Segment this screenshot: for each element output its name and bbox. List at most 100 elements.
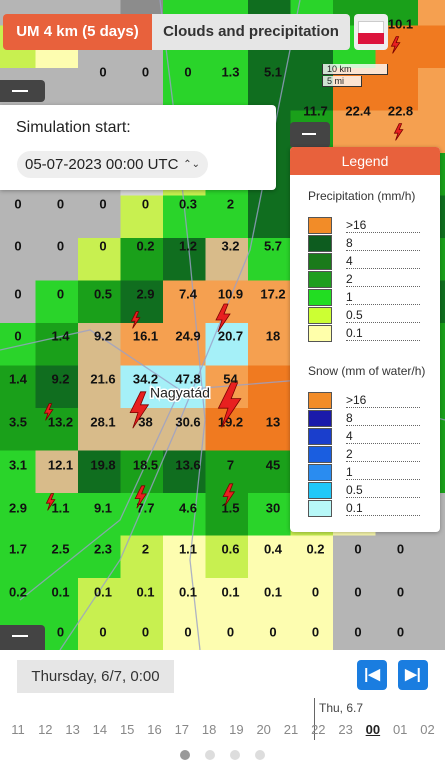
legend-item: 4 <box>308 253 422 270</box>
hour-label[interactable]: 17 <box>174 722 190 737</box>
map-cell <box>333 578 376 621</box>
map-cell <box>290 578 334 621</box>
legend-swatch <box>308 325 332 342</box>
scale-bar: 10 km 5 mi <box>322 64 425 90</box>
simulation-value: 05-07-2023 00:00 UTC <box>25 156 179 173</box>
hour-label[interactable]: 23 <box>338 722 353 737</box>
storm-icon <box>129 391 150 429</box>
map-cell <box>333 535 376 579</box>
map-cell <box>78 323 121 366</box>
hour-label[interactable]: 18 <box>201 722 217 737</box>
cell-value: 0 <box>312 624 319 639</box>
map-cell <box>163 578 206 621</box>
cell-value: 1.4 <box>9 371 28 386</box>
cell-value: 2.5 <box>51 541 69 556</box>
hour-label[interactable]: 00 <box>365 722 381 737</box>
map-cell <box>0 238 36 281</box>
hour-label[interactable]: 20 <box>256 722 271 737</box>
map-cell <box>375 578 419 621</box>
city-label: Nagyatád <box>150 385 210 401</box>
hour-label[interactable]: 21 <box>283 722 299 737</box>
map-cell <box>35 365 79 409</box>
page-dot[interactable] <box>180 750 190 760</box>
map-cell <box>248 535 291 579</box>
hour-label[interactable]: 16 <box>147 722 162 737</box>
cell-value: 17.2 <box>260 286 285 301</box>
cell-value: 13.6 <box>175 457 200 472</box>
cell-value: 9.1 <box>94 500 112 515</box>
map-cell <box>205 195 249 239</box>
cell-value: 0 <box>142 64 149 79</box>
legend-item: 0.1 <box>308 325 422 342</box>
hour-label[interactable]: 15 <box>119 722 135 737</box>
map-cell <box>205 323 249 366</box>
cell-value: 0.2 <box>136 238 154 253</box>
prev-button[interactable]: |◀ <box>357 660 387 690</box>
map-cell <box>248 195 291 239</box>
legend-item: 4 <box>308 428 422 445</box>
map-cell <box>375 535 419 579</box>
cell-value: 0.1 <box>94 584 112 599</box>
map-cell <box>418 620 445 650</box>
cell-value: 18 <box>266 328 280 343</box>
model-button[interactable]: UM 4 km (5 days) <box>3 14 152 50</box>
legend-swatch <box>308 289 332 306</box>
cell-value: 22.8 <box>388 103 413 118</box>
flag-button[interactable] <box>354 14 388 50</box>
map-cell <box>120 620 164 650</box>
map-cell <box>35 450 79 494</box>
cell-value: 0 <box>354 584 361 599</box>
map-cell <box>78 365 121 409</box>
cell-value: 0 <box>184 624 191 639</box>
legend-label: 4 <box>346 254 420 269</box>
map-cell <box>35 195 79 239</box>
cell-value: 0 <box>57 196 64 211</box>
legend-item: 2 <box>308 446 422 463</box>
cell-value: 5.1 <box>264 64 282 79</box>
map-cell <box>0 280 36 324</box>
map-cell <box>333 110 376 154</box>
map-cell <box>78 620 121 650</box>
storm-icon <box>43 403 54 421</box>
legend-item: 8 <box>308 410 422 427</box>
next-button[interactable]: ▶| <box>398 660 428 690</box>
simulation-select[interactable]: 05-07-2023 00:00 UTC ⌃⌄ <box>17 151 208 178</box>
cell-value: 1.1 <box>179 541 197 556</box>
hour-label[interactable]: 14 <box>92 722 108 737</box>
cell-value: 10.1 <box>388 16 413 31</box>
map-cell <box>120 68 164 111</box>
legend-item: 0.5 <box>308 482 422 499</box>
map-cell <box>333 68 376 111</box>
scale-mi: 5 mi <box>322 76 362 87</box>
hour-label[interactable]: 11 <box>11 722 25 737</box>
hour-label[interactable]: 12 <box>38 722 53 737</box>
cell-value: 13 <box>266 414 280 429</box>
map-cell <box>205 68 249 111</box>
layer-button[interactable]: Clouds and precipitation <box>152 14 350 50</box>
cell-value: 2.3 <box>94 541 112 556</box>
cell-value: 21.6 <box>90 371 115 386</box>
hour-label[interactable]: 01 <box>392 722 408 737</box>
cell-value: 0 <box>14 286 21 301</box>
map-cell <box>120 238 164 281</box>
map-cell <box>78 535 121 579</box>
hour-label[interactable]: 02 <box>420 722 435 737</box>
legend-item: 8 <box>308 235 422 252</box>
zoom-out[interactable] <box>0 80 45 102</box>
simulation-label: Simulation start: <box>16 119 131 136</box>
hour-label[interactable]: 22 <box>311 722 326 737</box>
cell-value: 1.2 <box>179 238 197 253</box>
cell-value: 0.5 <box>94 286 112 301</box>
hour-label[interactable]: 19 <box>229 722 244 737</box>
map-cell <box>205 535 249 579</box>
zoom-out[interactable] <box>0 625 45 650</box>
cell-value: 1.3 <box>221 64 239 79</box>
page-dot[interactable] <box>255 750 265 760</box>
page-dot[interactable] <box>205 750 215 760</box>
zoom-out[interactable] <box>290 122 330 148</box>
page-dot[interactable] <box>230 750 240 760</box>
storm-icon <box>222 483 236 507</box>
cell-value: 12.1 <box>48 457 73 472</box>
hour-label[interactable]: 13 <box>65 722 80 737</box>
